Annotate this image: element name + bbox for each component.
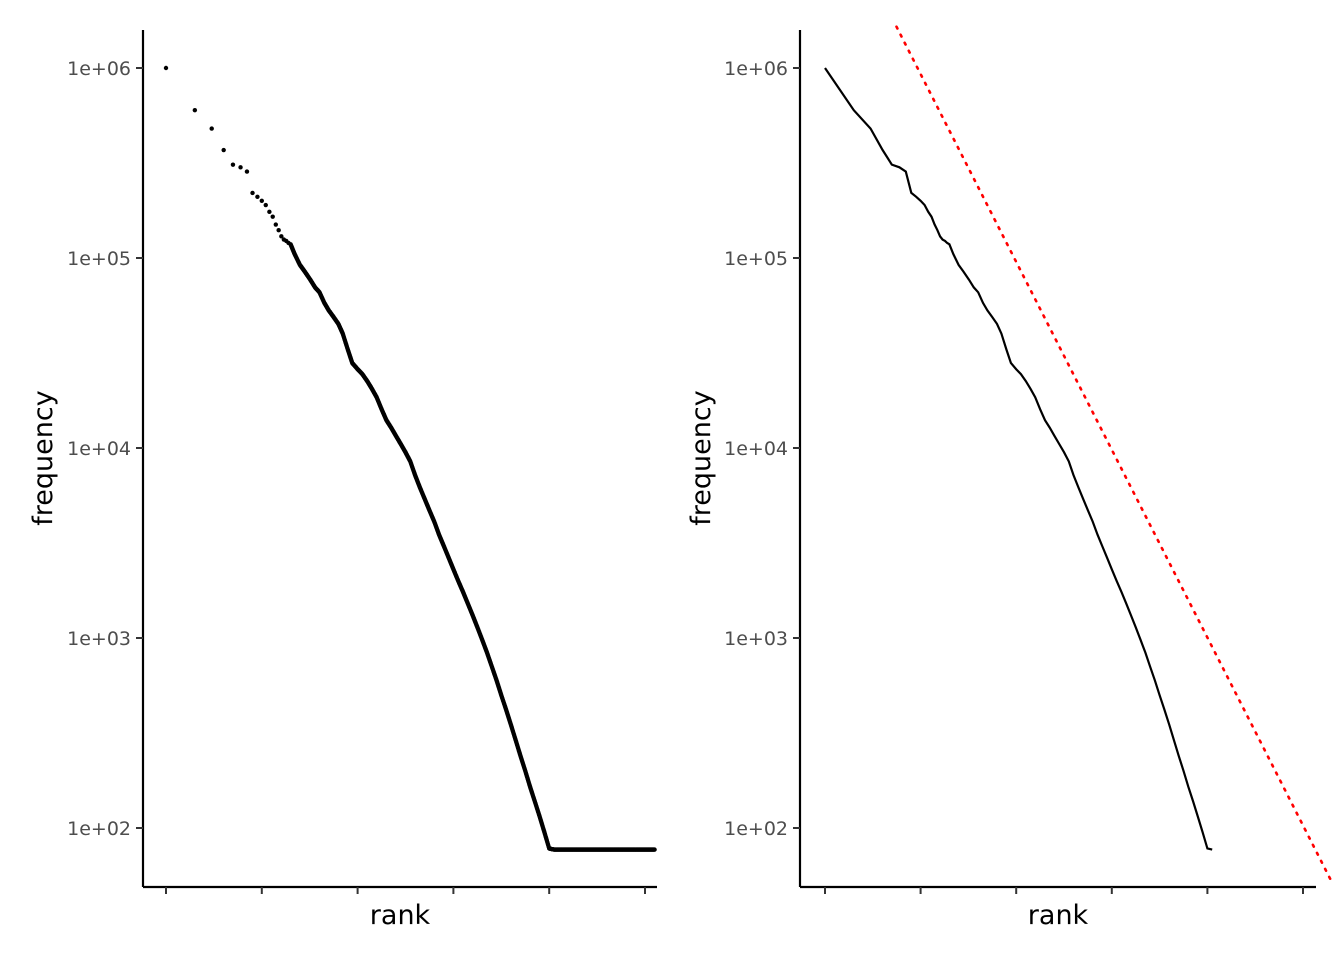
left-y-tick-label: 1e+02 [67, 818, 131, 840]
scatter-point [652, 847, 657, 852]
scatter-point [163, 65, 169, 71]
right-y-tick-label: 1e+05 [724, 248, 788, 270]
scatter-point [209, 126, 214, 131]
scatter-point [192, 107, 198, 113]
right-plot-lines [824, 25, 1334, 884]
observed-line [824, 67, 1213, 851]
scatter-point [244, 169, 250, 174]
left-x-axis-title: rank [370, 900, 431, 931]
left-y-tick-label: 1e+06 [67, 58, 131, 80]
scatter-point [273, 222, 278, 227]
right-y-tick-label: 1e+03 [724, 628, 788, 650]
right-y-tick-label: 1e+04 [724, 438, 788, 460]
right-y-axis-title: frequency [686, 390, 717, 525]
left-y-tick-label: 1e+03 [67, 628, 131, 650]
scatter-point [221, 147, 226, 153]
scatter-point [250, 190, 255, 196]
fit-line-red-dotted [895, 25, 1334, 884]
scatter-point [230, 162, 236, 167]
left-scatter-points [163, 65, 657, 852]
scatter-point [255, 194, 260, 199]
left-x-axis-ticks [165, 887, 646, 894]
left-y-axis-ticks: 1e+02 1e+03 1e+04 1e+05 1e+06 [67, 58, 143, 840]
left-y-tick-label: 1e+05 [67, 248, 131, 270]
scatter-point [263, 202, 268, 208]
scatter-point [270, 214, 275, 219]
scatter-point [279, 234, 284, 239]
left-y-axis-title: frequency [28, 390, 59, 525]
left-y-tick-label: 1e+04 [67, 438, 131, 460]
right-x-axis-title: rank [1028, 900, 1089, 931]
left-panel: 1e+02 1e+03 1e+04 1e+05 1e+06 rank frequency [28, 30, 657, 931]
scatter-point [267, 209, 272, 215]
right-x-axis-ticks [824, 887, 1304, 894]
right-y-tick-label: 1e+06 [724, 58, 788, 80]
scatter-point [276, 228, 281, 233]
right-panel: 1e+02 1e+03 1e+04 1e+05 1e+06 rank frequency [686, 25, 1334, 931]
scatter-point [259, 198, 264, 204]
right-y-tick-label: 1e+02 [724, 818, 788, 840]
scatter-point [238, 165, 243, 170]
right-y-axis-ticks: 1e+02 1e+03 1e+04 1e+05 1e+06 [724, 58, 800, 840]
